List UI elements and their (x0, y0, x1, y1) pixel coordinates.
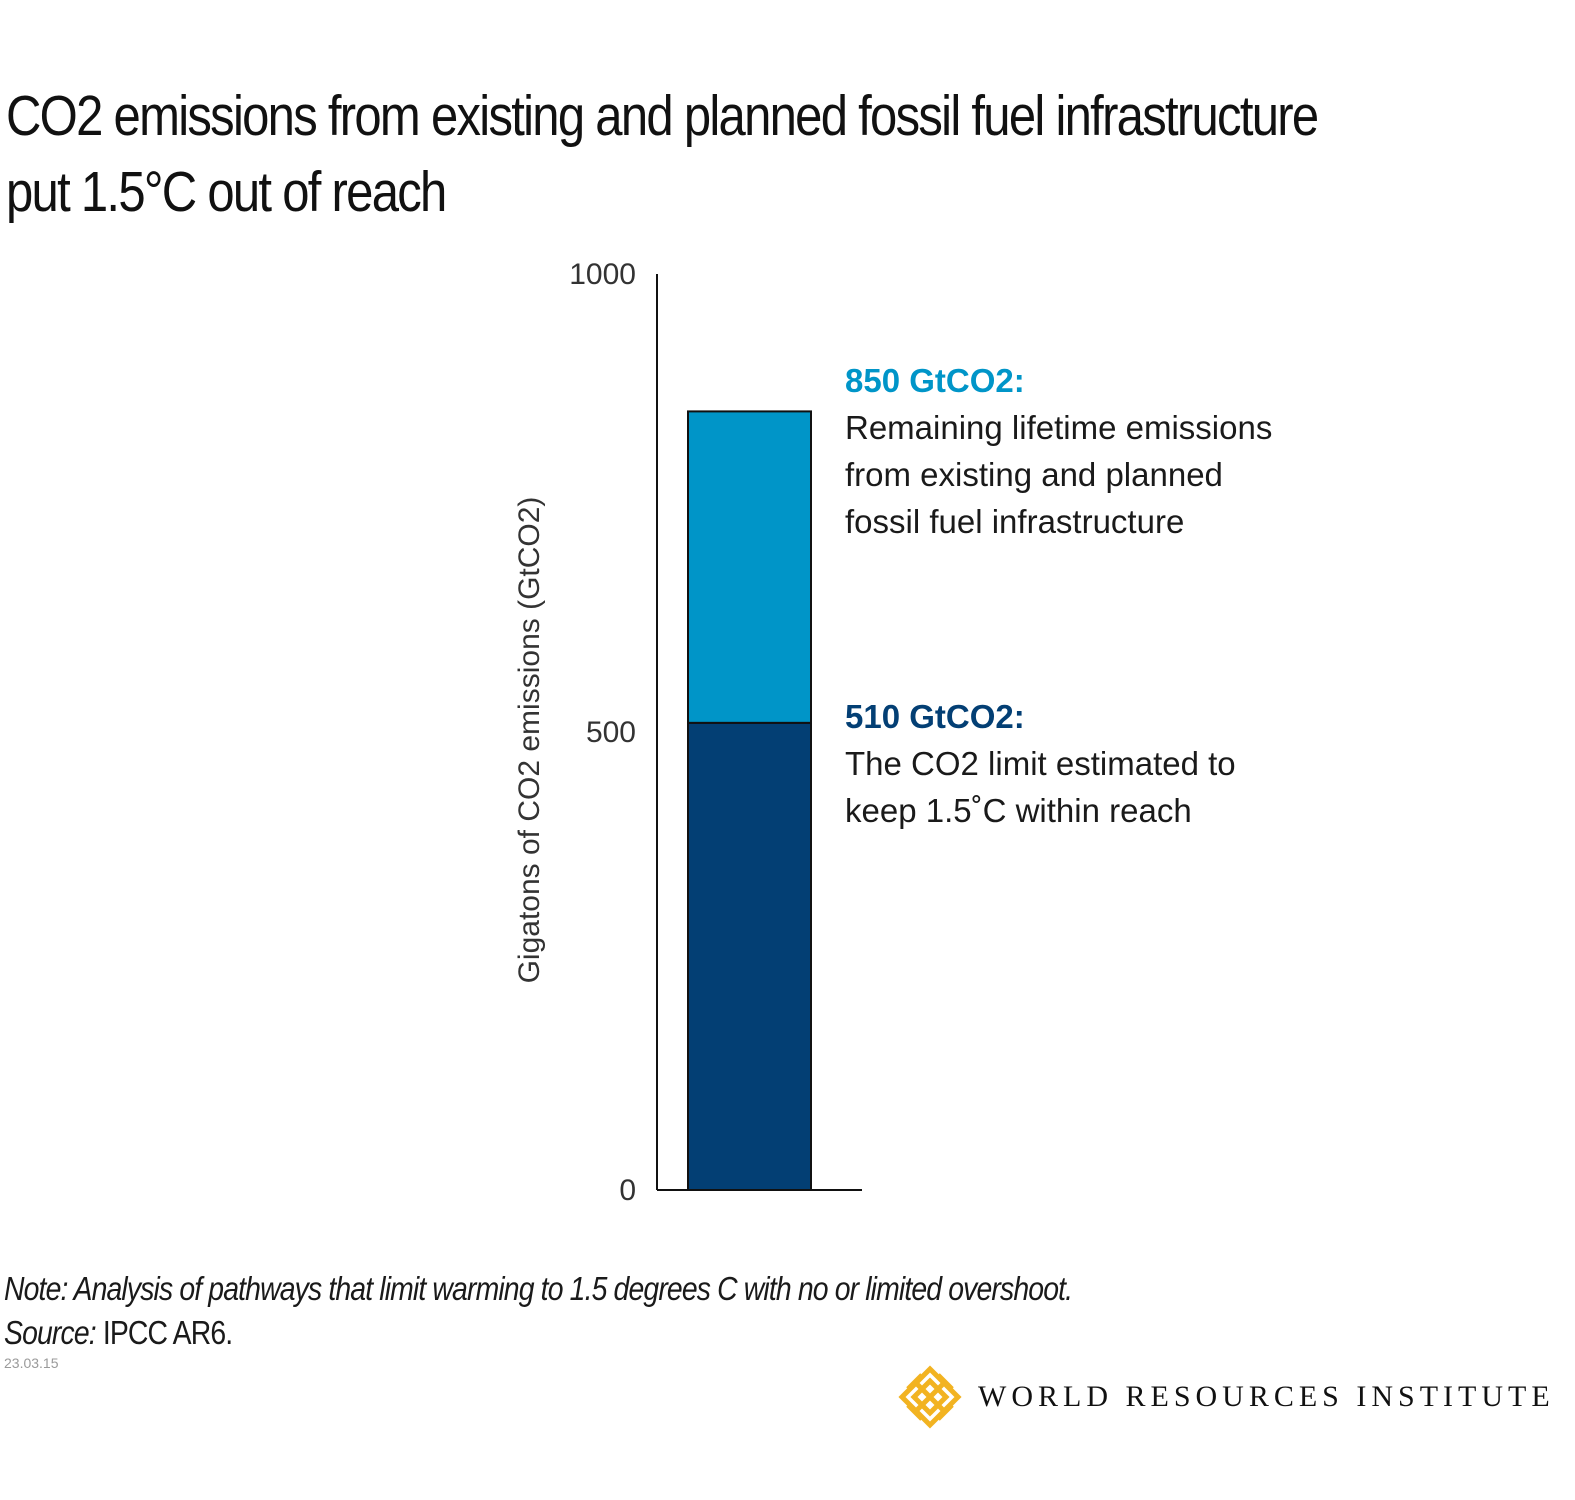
annotation-text-510-2: keep 1.5˚C within reach (845, 792, 1192, 829)
chart-note: Note: Analysis of pathways that limit wa… (4, 1270, 1073, 1307)
annotation-text-510-1: The CO2 limit estimated to (845, 745, 1236, 782)
chart-title: CO2 emissions from existing and planned … (6, 78, 1319, 230)
y-tick-label-1000: 1000 (569, 258, 636, 291)
chart-source: Source: IPCC AR6. (4, 1314, 233, 1352)
annotation-text-850-1: Remaining lifetime emissions (845, 409, 1272, 446)
bar-segment-510 (687, 721, 812, 1192)
annotation-value-510: 510 GtCO2: (845, 698, 1025, 735)
source-text: IPCC AR6. (95, 1314, 233, 1351)
bar-segment-850 (687, 410, 812, 724)
y-tick-label-500: 500 (586, 716, 636, 749)
chart-area: 0 500 1000 Gigatons of CO2 emissions (GtCO2… (513, 258, 1272, 1207)
y-axis-label: Gigatons of CO2 emissions (GtCO2) (513, 497, 546, 984)
source-label: Source: (4, 1314, 97, 1351)
logo-text: WORLD RESOURCES INSTITUTE (978, 1380, 1555, 1413)
annotation-text-850-3: fossil fuel infrastructure (845, 503, 1184, 540)
chart-title-line-1: CO2 emissions from existing and planned … (6, 84, 1319, 148)
wri-knot-icon (898, 1365, 962, 1429)
chart-title-line-2: put 1.5°C out of reach (6, 160, 447, 224)
date-code: 23.03.15 (4, 1355, 59, 1371)
annotation-value-850: 850 GtCO2: (845, 362, 1025, 399)
annotation-text-850-2: from existing and planned (845, 456, 1223, 493)
y-tick-label-0: 0 (619, 1174, 636, 1207)
